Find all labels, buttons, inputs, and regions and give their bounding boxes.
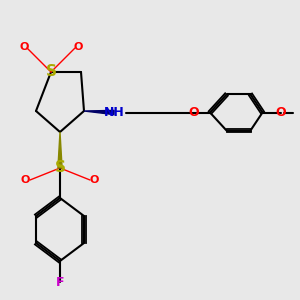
Text: O: O [73, 41, 83, 52]
Text: F: F [56, 275, 64, 289]
Text: O: O [19, 41, 29, 52]
Polygon shape [58, 132, 62, 168]
Text: S: S [55, 160, 65, 175]
Text: S: S [46, 64, 56, 80]
Text: NH: NH [103, 106, 124, 119]
Polygon shape [84, 110, 114, 115]
Text: O: O [90, 175, 99, 185]
Text: O: O [21, 175, 30, 185]
Text: O: O [188, 106, 199, 119]
Text: O: O [275, 106, 286, 119]
